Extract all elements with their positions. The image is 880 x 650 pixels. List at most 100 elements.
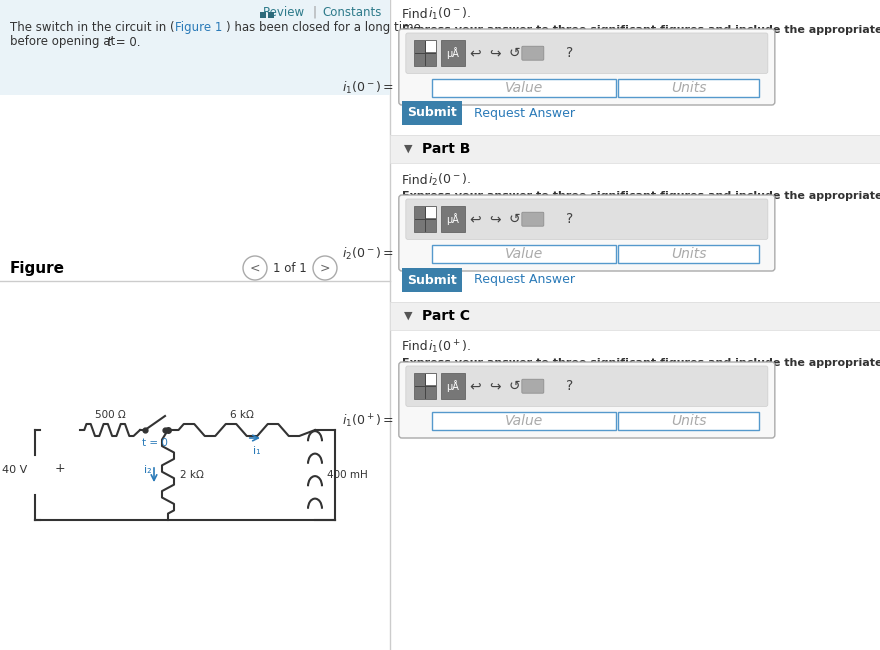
FancyBboxPatch shape <box>441 40 465 66</box>
Circle shape <box>40 455 80 495</box>
FancyBboxPatch shape <box>432 412 616 430</box>
FancyBboxPatch shape <box>0 0 390 650</box>
Text: +: + <box>55 462 65 474</box>
FancyBboxPatch shape <box>399 29 774 105</box>
FancyBboxPatch shape <box>426 41 436 52</box>
Text: Figure 1: Figure 1 <box>175 21 223 34</box>
FancyBboxPatch shape <box>414 40 436 66</box>
FancyBboxPatch shape <box>618 412 759 430</box>
Text: Express your answer to three significant figures and include the appropriate uni: Express your answer to three significant… <box>402 25 880 35</box>
Text: |: | <box>313 5 317 18</box>
FancyBboxPatch shape <box>426 374 436 385</box>
Text: ) has been closed for a long time: ) has been closed for a long time <box>226 21 421 34</box>
FancyBboxPatch shape <box>441 207 465 232</box>
Text: Find: Find <box>402 174 431 187</box>
FancyBboxPatch shape <box>406 199 768 239</box>
Text: 40 V: 40 V <box>2 465 27 475</box>
Text: 1 of 1: 1 of 1 <box>273 261 307 274</box>
Text: = 0.: = 0. <box>112 36 141 49</box>
FancyBboxPatch shape <box>414 374 436 399</box>
Text: ▼: ▼ <box>404 144 412 154</box>
FancyBboxPatch shape <box>402 101 462 125</box>
Text: $\it{i}_2(0^-)$.: $\it{i}_2(0^-)$. <box>428 172 471 188</box>
Text: ?: ? <box>566 46 574 60</box>
Text: ?: ? <box>566 379 574 393</box>
Text: $\it{i}_1(0^-)=$: $\it{i}_1(0^-)=$ <box>341 80 394 96</box>
Text: before opening at: before opening at <box>10 36 119 49</box>
Text: Request Answer: Request Answer <box>473 274 575 287</box>
Text: ↪: ↪ <box>489 212 501 226</box>
Text: 500 Ω: 500 Ω <box>95 410 125 420</box>
Text: Submit: Submit <box>407 274 457 287</box>
Text: ↪: ↪ <box>489 379 501 393</box>
Text: ?: ? <box>566 212 574 226</box>
Text: Find: Find <box>402 341 431 354</box>
Text: $\it{i}_2(0^-)=$: $\it{i}_2(0^-)=$ <box>341 246 394 262</box>
FancyBboxPatch shape <box>390 0 880 650</box>
Text: μÅ: μÅ <box>446 380 459 392</box>
Text: Constants: Constants <box>322 5 382 18</box>
FancyBboxPatch shape <box>402 268 462 292</box>
FancyBboxPatch shape <box>260 12 266 18</box>
FancyBboxPatch shape <box>0 0 390 95</box>
Text: t = 0: t = 0 <box>142 438 168 448</box>
Text: ↩: ↩ <box>469 379 480 393</box>
FancyBboxPatch shape <box>522 46 544 60</box>
Circle shape <box>313 256 337 280</box>
FancyBboxPatch shape <box>618 246 759 263</box>
Text: Submit: Submit <box>407 107 457 120</box>
Text: The switch in the circuit in (: The switch in the circuit in ( <box>10 21 174 34</box>
Text: ↩: ↩ <box>469 212 480 226</box>
Text: Express your answer to three significant figures and include the appropriate uni: Express your answer to three significant… <box>402 358 880 368</box>
FancyBboxPatch shape <box>399 195 774 271</box>
Text: Value: Value <box>505 247 543 261</box>
Text: Units: Units <box>671 247 706 261</box>
Text: μÅ: μÅ <box>446 213 459 225</box>
Text: <: < <box>250 261 260 274</box>
Text: ↺: ↺ <box>509 379 521 393</box>
Text: μÅ: μÅ <box>446 47 459 59</box>
Text: $\it{i}_1(0^-)$.: $\it{i}_1(0^-)$. <box>428 6 471 22</box>
Text: t: t <box>106 36 111 49</box>
FancyBboxPatch shape <box>522 379 544 393</box>
Text: 400 mH: 400 mH <box>327 470 368 480</box>
Text: Express your answer to three significant figures and include the appropriate uni: Express your answer to three significant… <box>402 191 880 201</box>
Text: Request Answer: Request Answer <box>473 107 575 120</box>
FancyBboxPatch shape <box>522 212 544 226</box>
FancyBboxPatch shape <box>426 207 436 218</box>
FancyBboxPatch shape <box>390 135 880 163</box>
FancyBboxPatch shape <box>618 79 759 97</box>
FancyBboxPatch shape <box>0 95 390 650</box>
Text: $\it{i}_1(0^+)=$: $\it{i}_1(0^+)=$ <box>341 413 394 430</box>
Text: $\it{i}_1(0^+)$.: $\it{i}_1(0^+)$. <box>428 338 471 356</box>
Text: Part B: Part B <box>422 142 470 156</box>
Circle shape <box>243 256 267 280</box>
Text: 2 kΩ: 2 kΩ <box>180 470 204 480</box>
FancyBboxPatch shape <box>406 33 768 73</box>
Text: ↩: ↩ <box>469 46 480 60</box>
FancyBboxPatch shape <box>268 12 274 18</box>
Text: Figure: Figure <box>10 261 65 276</box>
FancyBboxPatch shape <box>441 374 465 399</box>
Text: ↪: ↪ <box>489 46 501 60</box>
Text: ▼: ▼ <box>404 311 412 321</box>
FancyBboxPatch shape <box>432 79 616 97</box>
Text: 6 kΩ: 6 kΩ <box>230 410 253 420</box>
Text: i₁: i₁ <box>253 446 260 456</box>
FancyBboxPatch shape <box>414 207 436 232</box>
Text: Review: Review <box>263 5 304 18</box>
Text: Value: Value <box>505 414 543 428</box>
FancyBboxPatch shape <box>399 362 774 438</box>
FancyBboxPatch shape <box>390 302 880 330</box>
Text: Find: Find <box>402 8 431 21</box>
Text: Value: Value <box>505 81 543 95</box>
Text: Units: Units <box>671 414 706 428</box>
Text: ↺: ↺ <box>509 46 521 60</box>
Text: Part C: Part C <box>422 309 470 323</box>
Text: i₂: i₂ <box>144 465 152 475</box>
Text: Units: Units <box>671 81 706 95</box>
FancyBboxPatch shape <box>432 246 616 263</box>
Text: >: > <box>319 261 330 274</box>
FancyBboxPatch shape <box>406 366 768 406</box>
Text: ↺: ↺ <box>509 212 521 226</box>
